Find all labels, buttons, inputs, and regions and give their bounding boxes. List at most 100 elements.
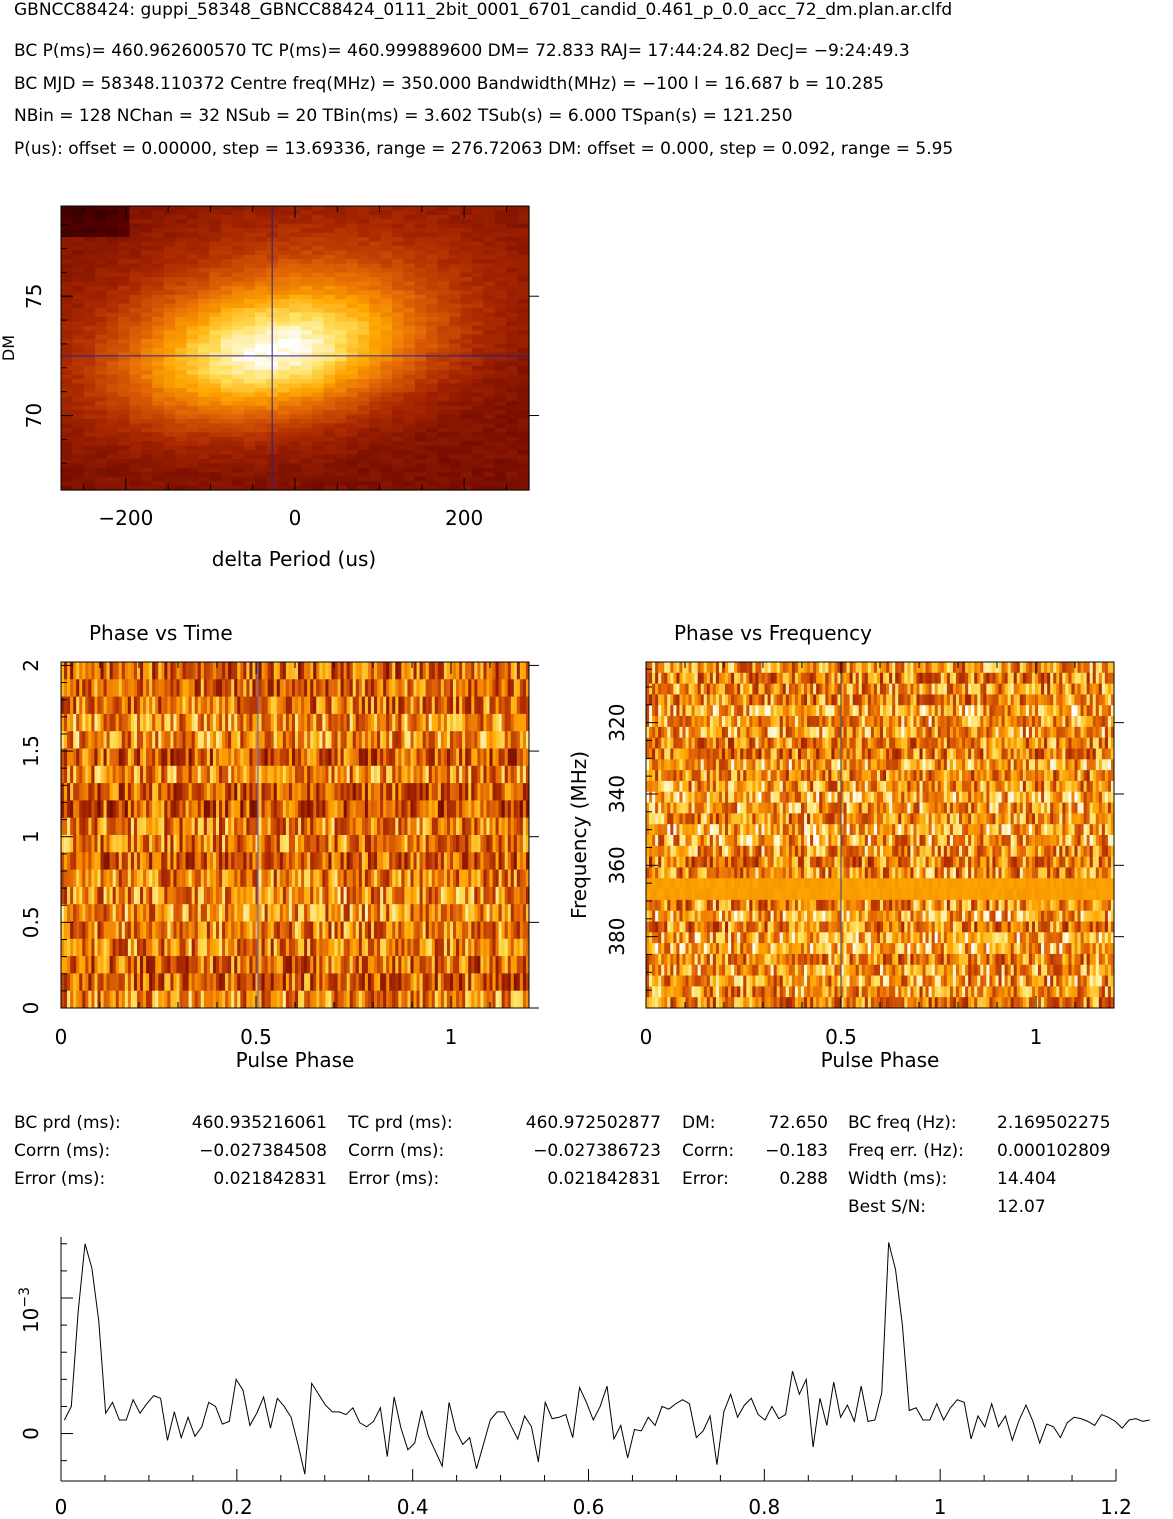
phase-cell (495, 731, 500, 749)
heatmap-cell (494, 250, 507, 256)
heatmap-cell (300, 432, 313, 438)
heatmap-cell (414, 339, 427, 345)
heatmap-cell (449, 427, 462, 433)
phase-cell (453, 904, 457, 922)
heatmap-cell (72, 285, 85, 291)
heatmap-cell (380, 223, 393, 229)
phase-cell (437, 731, 442, 749)
phase-cell (358, 662, 363, 680)
phase-cell (425, 696, 430, 715)
phase-cell (298, 679, 302, 698)
heatmap-cell (209, 365, 222, 371)
phase-cell (349, 800, 354, 819)
heatmap-cell (414, 232, 427, 238)
heatmap-cell (186, 348, 199, 354)
phase-cell (407, 748, 411, 767)
heatmap-cell (460, 334, 473, 340)
heatmap-cell (312, 268, 325, 274)
heatmap-cell (357, 476, 370, 482)
phase-cell (522, 662, 527, 680)
heatmap-cell (163, 325, 176, 331)
phase-cell (115, 713, 120, 732)
phase-cell (443, 696, 448, 715)
phase-cell (264, 765, 269, 784)
heatmap-cell (323, 210, 336, 216)
phase-cell (79, 783, 83, 801)
phase-cell (219, 869, 223, 888)
heatmap-cell (118, 325, 131, 331)
heatmap-cell (380, 312, 393, 318)
heatmap-cell (118, 259, 131, 265)
phase-cell (428, 679, 433, 698)
phase-cell (127, 765, 132, 784)
heatmap-cell (471, 219, 484, 225)
heatmap-cell (471, 356, 484, 362)
heatmap-cell (186, 414, 199, 420)
heatmap-cell (232, 219, 245, 225)
header-line-3: NBin = 128 NChan = 32 NSub = 20 TBin(ms)… (14, 106, 793, 126)
heatmap-cell (163, 285, 176, 291)
phase-cell (185, 748, 190, 767)
heatmap-cell (437, 308, 450, 314)
heatmap-cell (334, 259, 347, 265)
heatmap-cell (152, 458, 165, 464)
phase-cell (206, 800, 211, 819)
heatmap-cell (494, 445, 507, 451)
phase-cell (212, 679, 217, 698)
heatmap-cell (323, 348, 336, 354)
heatmap-cell (346, 405, 359, 411)
heatmap-cell (186, 432, 199, 438)
heatmap-cell (414, 365, 427, 371)
phase-cell (510, 748, 515, 767)
phase-cell (91, 921, 95, 940)
phase-cell (261, 800, 266, 819)
phase-cell (456, 817, 460, 836)
phase-cell (377, 713, 381, 732)
heatmap-cell (449, 272, 462, 278)
heatmap-cell (483, 432, 496, 438)
heatmap-cell (243, 219, 256, 225)
heatmap-cell (95, 334, 108, 340)
phase-cell (124, 713, 129, 732)
phase-cell (270, 835, 275, 853)
heatmap-cell (163, 463, 176, 469)
heatmap-cell (449, 250, 462, 256)
heatmap-cell (392, 343, 405, 349)
heatmap-cell (380, 321, 393, 327)
heatmap-cell (72, 365, 85, 371)
heatmap-cell (369, 352, 382, 358)
phase-cell (425, 852, 430, 871)
heatmap-cell (380, 232, 393, 238)
heatmap-cell (346, 325, 359, 331)
phase-cell (225, 679, 229, 698)
heatmap-cell (449, 419, 462, 425)
heatmap-cell (300, 423, 313, 429)
phase-cell (334, 765, 339, 784)
phase-cell (79, 852, 83, 871)
phase-cell (161, 713, 165, 732)
heatmap-cell (506, 330, 519, 336)
phase-cell (392, 713, 396, 732)
heatmap-cell (437, 481, 450, 487)
heatmap-cell (95, 272, 108, 278)
heatmap-cell (197, 325, 210, 331)
heatmap-cell (380, 401, 393, 407)
heatmap-cell (403, 259, 416, 265)
heatmap-cell (95, 392, 108, 398)
phase-cell (149, 679, 153, 698)
heatmap-cell (300, 277, 313, 283)
phase-cell (215, 713, 220, 732)
phase-cell (416, 731, 421, 749)
phase-cell (279, 748, 284, 767)
heatmap-cell (140, 481, 153, 487)
heatmap-cell (277, 405, 290, 411)
heatmap-cell (414, 250, 427, 256)
heatmap-cell (243, 419, 256, 425)
heatmap-cell (72, 281, 85, 287)
heatmap-cell (95, 241, 108, 247)
phase-cell (194, 662, 199, 680)
phase-cell (343, 904, 348, 922)
phase-cell (434, 869, 439, 888)
phase-cell (443, 904, 448, 922)
heatmap-cell (300, 241, 313, 247)
